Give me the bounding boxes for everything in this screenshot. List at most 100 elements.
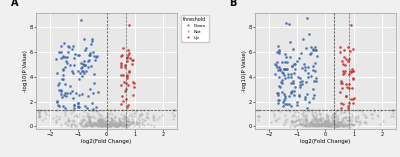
Point [254,108,261,111]
Point [305,109,311,112]
Point [298,123,305,125]
Point [123,88,130,90]
Point [317,123,323,125]
Point [334,123,340,126]
Point [316,122,323,125]
Point [118,116,125,119]
Point [311,123,317,126]
Point [333,125,339,127]
Point [91,122,98,125]
Point [92,123,98,125]
Point [279,79,286,82]
Point [60,78,66,80]
Point [129,114,135,117]
Point [36,112,42,115]
Point [294,119,300,121]
Point [281,95,288,97]
Point [171,108,178,111]
Point [90,92,96,95]
Point [86,123,93,125]
Point [349,115,355,118]
Point [102,116,108,119]
Point [78,75,85,77]
Point [347,70,354,72]
Point [308,122,314,125]
Point [298,122,305,125]
Point [309,123,315,126]
Point [78,93,85,95]
Point [78,67,84,69]
Point [116,122,122,124]
Point [324,123,330,125]
Point [357,120,363,123]
Point [292,121,299,123]
Point [308,121,314,123]
Point [94,121,100,123]
Point [79,70,85,72]
Point [343,83,349,86]
Point [330,119,336,122]
Point [106,123,112,125]
Point [68,123,74,125]
Point [284,103,290,105]
Point [114,124,120,127]
Point [272,63,278,66]
Point [68,125,75,127]
Point [335,121,341,123]
Point [60,68,66,70]
Point [349,123,356,125]
Point [66,120,73,123]
Point [302,124,308,126]
Point [307,125,313,127]
Point [369,116,376,119]
Point [328,122,335,125]
Point [93,106,100,108]
Point [85,124,91,127]
Point [322,122,328,124]
Point [312,124,318,126]
Point [95,110,102,113]
Point [314,122,320,125]
Point [344,123,351,126]
Point [308,52,314,54]
Point [302,119,308,122]
Point [109,120,116,123]
Point [108,113,115,115]
Point [83,112,90,115]
Point [312,48,319,51]
Point [331,119,338,122]
Point [103,115,110,117]
Point [94,124,100,127]
Point [318,122,324,125]
Point [333,123,340,125]
Point [103,124,110,126]
Point [148,124,154,126]
Point [323,112,329,115]
Point [55,51,62,53]
Point [171,108,178,111]
Point [326,120,333,122]
Point [333,120,339,123]
Point [286,22,292,25]
Point [290,121,297,124]
Point [62,114,68,117]
Point [99,122,105,125]
Point [86,123,93,125]
Point [334,123,340,125]
Point [300,125,306,127]
Point [282,68,289,71]
Point [333,125,339,127]
Point [324,123,331,126]
Point [133,110,139,112]
Point [113,125,120,127]
Point [350,78,356,80]
Point [329,125,335,127]
Point [106,121,112,124]
Point [344,119,350,121]
Point [98,123,104,126]
Point [281,108,288,111]
Point [346,124,353,127]
Point [56,81,62,84]
Point [340,69,346,72]
Point [75,105,81,107]
